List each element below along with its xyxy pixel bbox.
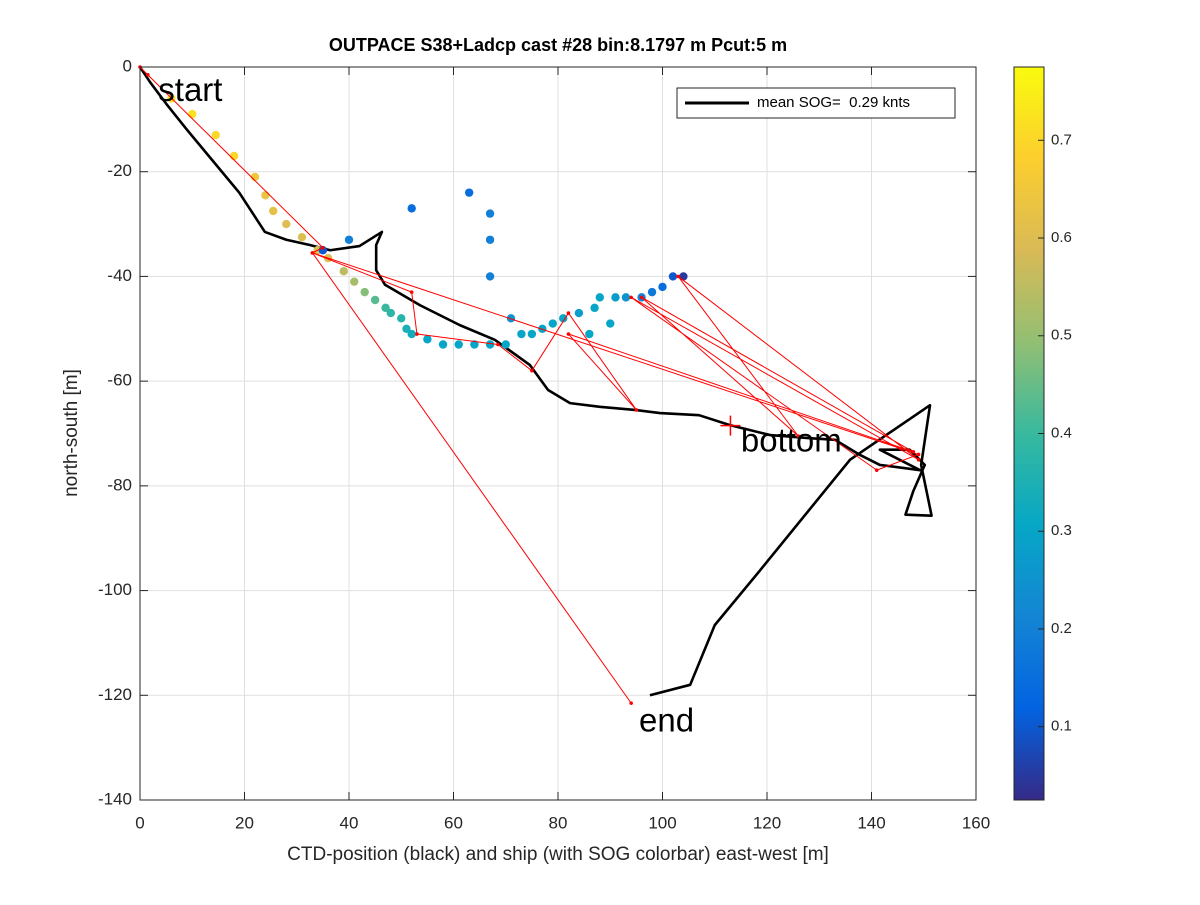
ship-point bbox=[423, 335, 432, 344]
ship-point bbox=[485, 209, 495, 218]
ship-point bbox=[538, 324, 547, 333]
annotation: start bbox=[158, 71, 222, 108]
y-tick-label: 0 bbox=[123, 56, 132, 75]
ship-link-point bbox=[566, 332, 571, 336]
ship-point bbox=[485, 340, 495, 349]
ship-point bbox=[527, 329, 537, 339]
ship-link-point bbox=[639, 295, 644, 300]
y-tick-label: -80 bbox=[107, 475, 132, 494]
bottom-marker bbox=[720, 415, 741, 436]
chart-title: OUTPACE S38+Ladcp cast #28 bin:8.1797 m … bbox=[329, 35, 787, 55]
ship-link-point bbox=[796, 434, 801, 438]
x-tick-label: 140 bbox=[857, 813, 885, 832]
x-tick-label: 120 bbox=[753, 813, 781, 832]
ship-point bbox=[506, 314, 516, 323]
ship-link-point bbox=[496, 342, 500, 347]
ship-point bbox=[621, 293, 631, 302]
ship-point bbox=[501, 340, 510, 349]
ship-point bbox=[282, 219, 291, 229]
ship-link-point bbox=[676, 274, 680, 279]
annotation: end bbox=[639, 702, 694, 739]
ship-link-point bbox=[409, 290, 414, 294]
ship-point bbox=[229, 151, 239, 161]
ship-point bbox=[590, 303, 599, 313]
ship-point bbox=[381, 303, 390, 313]
ship-point bbox=[407, 204, 416, 213]
ship-point bbox=[548, 319, 557, 328]
colorbar-tick-label: 0.1 bbox=[1051, 718, 1072, 735]
annotation: bottom bbox=[741, 422, 842, 459]
ship-point bbox=[647, 287, 657, 297]
ship-point bbox=[658, 282, 667, 292]
ship-link-point bbox=[916, 452, 921, 457]
ship-link-point bbox=[530, 368, 534, 373]
x-tick-label: 80 bbox=[549, 813, 568, 832]
ship-link-point bbox=[916, 457, 921, 462]
colorbar-tick-label: 0.5 bbox=[1051, 327, 1072, 344]
ship-link-point bbox=[415, 332, 419, 336]
colorbar-tick-label: 0.6 bbox=[1051, 229, 1072, 246]
x-tick-label: 160 bbox=[962, 813, 990, 832]
ship-link-point bbox=[566, 311, 571, 315]
y-tick-label: -120 bbox=[98, 685, 132, 704]
y-axis-label: north-south [m] bbox=[61, 369, 82, 497]
ship-point bbox=[370, 295, 380, 305]
ship-point bbox=[360, 287, 369, 297]
ship-point bbox=[574, 308, 584, 318]
y-tick-label: -100 bbox=[98, 580, 132, 599]
ship-point bbox=[188, 109, 197, 119]
ship-point bbox=[611, 293, 620, 302]
ship-point bbox=[261, 191, 270, 200]
ship-point bbox=[464, 188, 474, 197]
x-tick-label: 100 bbox=[648, 813, 676, 832]
x-tick-label: 0 bbox=[135, 813, 144, 832]
ship-point bbox=[269, 206, 278, 216]
ship-point bbox=[454, 340, 463, 349]
x-tick-label: 60 bbox=[444, 813, 463, 832]
ship-point bbox=[470, 340, 479, 349]
y-tick-label: -20 bbox=[107, 161, 132, 180]
ship-point bbox=[559, 314, 568, 323]
ship-point bbox=[438, 340, 448, 349]
ship-point bbox=[606, 319, 615, 328]
ship-link-point bbox=[629, 701, 633, 705]
ship-link-point bbox=[911, 450, 916, 454]
x-tick-label: 20 bbox=[235, 813, 254, 832]
ship-point bbox=[517, 329, 526, 339]
axes-box bbox=[139, 66, 977, 801]
ship-point bbox=[485, 272, 495, 281]
colorbar-tick-label: 0.4 bbox=[1051, 424, 1072, 441]
x-tick-label: 40 bbox=[340, 813, 359, 832]
colorbar-tick-label: 0.3 bbox=[1051, 522, 1072, 539]
y-tick-label: -60 bbox=[107, 371, 132, 390]
ship-link-point bbox=[629, 295, 633, 300]
ship-point bbox=[386, 308, 395, 318]
ship-link-point bbox=[321, 245, 325, 250]
y-tick-label: -40 bbox=[107, 266, 132, 285]
ship-link-point bbox=[146, 73, 150, 77]
ship-link-point bbox=[874, 468, 879, 472]
ship-point bbox=[397, 314, 406, 323]
y-tick-label: -140 bbox=[98, 789, 132, 808]
ship-point bbox=[668, 272, 678, 281]
ship-point bbox=[211, 130, 220, 140]
ship-point bbox=[297, 232, 307, 242]
ship-link-point bbox=[634, 408, 639, 412]
ship-point bbox=[485, 235, 495, 244]
ship-link-point bbox=[310, 251, 315, 255]
ship-point bbox=[339, 266, 348, 276]
colorbar-tick-label: 0.7 bbox=[1051, 131, 1072, 148]
colorbar-tick-label: 0.2 bbox=[1051, 620, 1072, 637]
legend-label: mean SOG= 0.29 knts bbox=[757, 94, 910, 111]
ship-point bbox=[350, 277, 359, 286]
ship-point bbox=[402, 324, 411, 333]
ship-point bbox=[595, 293, 604, 302]
x-axis-label: CTD-position (black) and ship (with SOG … bbox=[287, 844, 829, 865]
ship-point bbox=[585, 329, 594, 339]
ship-point bbox=[407, 329, 416, 339]
ship-point bbox=[344, 235, 354, 244]
